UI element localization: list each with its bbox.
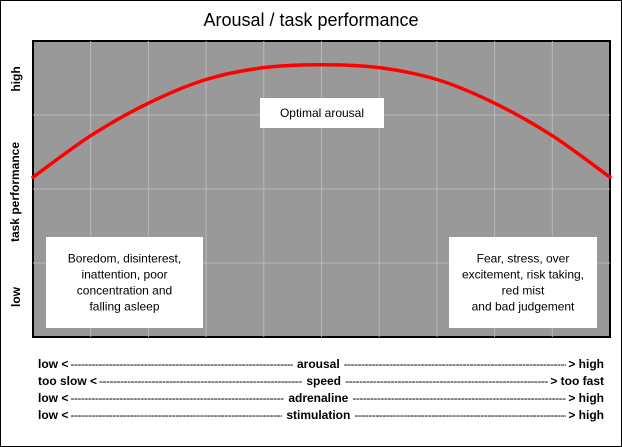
scale-right: > high	[568, 391, 605, 405]
x-scale-adrenaline: low < -----------------------------------…	[38, 391, 604, 405]
x-scale-stimulation: low < -----------------------------------…	[38, 408, 604, 422]
scale-middle: adrenaline	[288, 391, 349, 405]
chart-title: Arousal / task performance	[203, 10, 419, 30]
scale-dash: ----------------------------------------…	[70, 391, 285, 405]
scale-dash: ----------------------------------------…	[70, 357, 293, 371]
y-tick-high: high	[9, 66, 23, 92]
scale-dash: ----------------------------------------…	[354, 408, 566, 422]
performance-curve	[31, 62, 612, 179]
scale-dash: ----------------------------------------…	[99, 374, 302, 388]
annotation-line: excitement, risk taking,	[462, 268, 584, 282]
scale-left: low <	[38, 391, 69, 405]
x-scale-arousal: low < -----------------------------------…	[38, 357, 604, 371]
scale-dash: ----------------------------------------…	[345, 374, 548, 388]
annotation-line: red mist	[502, 284, 545, 298]
scale-left: low <	[38, 408, 69, 422]
x-scale-speed: too slow < ------------------------------…	[38, 374, 604, 388]
scale-middle: arousal	[297, 357, 340, 371]
y-tick-low: low	[9, 287, 23, 307]
scale-dash: ----------------------------------------…	[70, 408, 282, 422]
scale-left: low <	[38, 357, 69, 371]
scale-dash: ----------------------------------------…	[343, 357, 567, 371]
annotation-line: Fear, stress, over	[477, 252, 570, 266]
annotation-box-optimal	[260, 98, 384, 128]
y-axis-label: task performance	[8, 141, 22, 243]
annotation-line: inattention, poor	[81, 268, 167, 282]
scale-left: too slow <	[38, 374, 98, 388]
annotation-line: Optimal arousal	[280, 106, 364, 120]
scale-middle: stimulation	[286, 408, 351, 422]
annotation-box-high	[449, 237, 597, 328]
annotation-box-low	[46, 237, 203, 328]
scale-right: > too fast	[550, 374, 604, 388]
scale-middle: speed	[306, 374, 342, 388]
scale-right: > high	[568, 357, 605, 371]
annotation-line: falling asleep	[89, 300, 159, 314]
scale-dash: ----------------------------------------…	[352, 391, 567, 405]
annotation-line: Boredom, disinterest,	[68, 252, 181, 266]
scale-right: > high	[568, 408, 604, 422]
annotation-line: and bad judgement	[472, 300, 575, 314]
annotation-line: concentration and	[77, 284, 172, 298]
